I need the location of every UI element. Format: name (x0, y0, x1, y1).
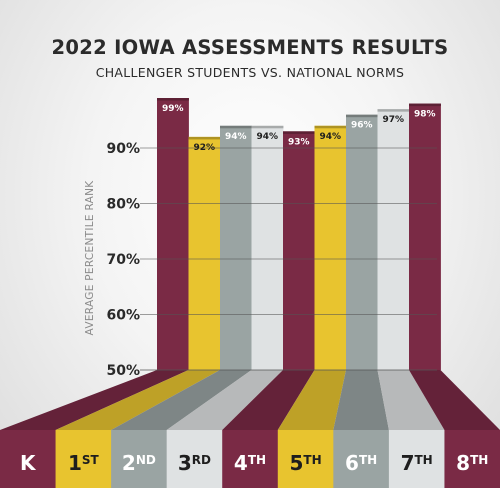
grade-block (333, 430, 390, 488)
bar (346, 114, 378, 370)
grade-block (388, 430, 445, 488)
grade-block (166, 430, 223, 488)
grade-block (222, 430, 279, 488)
grade-label: 1ST (68, 451, 100, 475)
bar-top-edge (283, 131, 315, 134)
bar-top-edge (314, 125, 347, 129)
bar-connector (409, 370, 500, 430)
value-label: 94% (319, 132, 341, 142)
bar-top-edge (377, 109, 410, 112)
chart-title: 2022 IOWA ASSESSMENTS RESULTS (51, 36, 449, 59)
grade-block (55, 430, 112, 488)
grade-label: K (20, 451, 37, 475)
y-tick-label: 90% (106, 141, 140, 157)
bar (409, 103, 441, 370)
grade-label: 3RD (178, 451, 211, 475)
value-label: 96% (351, 121, 373, 131)
bar-top-edge (220, 125, 252, 129)
grade-label: 2ND (122, 451, 156, 475)
bar-connector (377, 370, 445, 430)
grade-label: 6TH (345, 451, 377, 475)
y-axis-label: AVERAGE PERCENTILE RANK (84, 180, 96, 336)
bar-top-edge (188, 136, 221, 140)
bar-connector (0, 370, 189, 430)
bar (377, 109, 410, 371)
bar-connector (166, 370, 283, 430)
value-label: 93% (288, 137, 310, 147)
value-label: 94% (256, 132, 278, 142)
bar-connector (222, 370, 315, 430)
bar (314, 125, 347, 370)
grade-block (277, 430, 334, 488)
value-label: 97% (382, 115, 404, 125)
bar (251, 125, 284, 370)
grade-block (111, 430, 168, 488)
value-label: 99% (162, 104, 184, 114)
y-tick-label: 50% (106, 363, 140, 379)
grade-label: 7TH (401, 451, 433, 475)
value-label: 92% (193, 143, 215, 153)
bar-connector (277, 370, 346, 430)
chart-subtitle: CHALLENGER STUDENTS VS. NATIONAL NORMS (95, 65, 405, 80)
value-label: 94% (225, 132, 247, 142)
bar-top-edge (157, 98, 189, 101)
value-label: 98% (414, 110, 436, 120)
bar-connector (333, 370, 389, 430)
bar-top-edge (346, 114, 378, 118)
bar (220, 125, 252, 370)
grade-label: 5TH (289, 451, 321, 475)
grade-block (444, 430, 500, 488)
y-tick-label: 70% (106, 252, 140, 268)
grade-label: 8TH (456, 451, 488, 475)
y-tick-label: 80% (106, 197, 140, 213)
grade-block (0, 430, 57, 488)
bar (188, 136, 221, 370)
bar (283, 131, 315, 370)
bar (157, 98, 189, 371)
bar-connector (55, 370, 220, 430)
bar-top-edge (409, 103, 441, 107)
y-tick-label: 60% (106, 308, 140, 324)
bar-connector (111, 370, 252, 430)
bar-top-edge (251, 125, 284, 129)
grade-label: 4TH (234, 451, 266, 475)
